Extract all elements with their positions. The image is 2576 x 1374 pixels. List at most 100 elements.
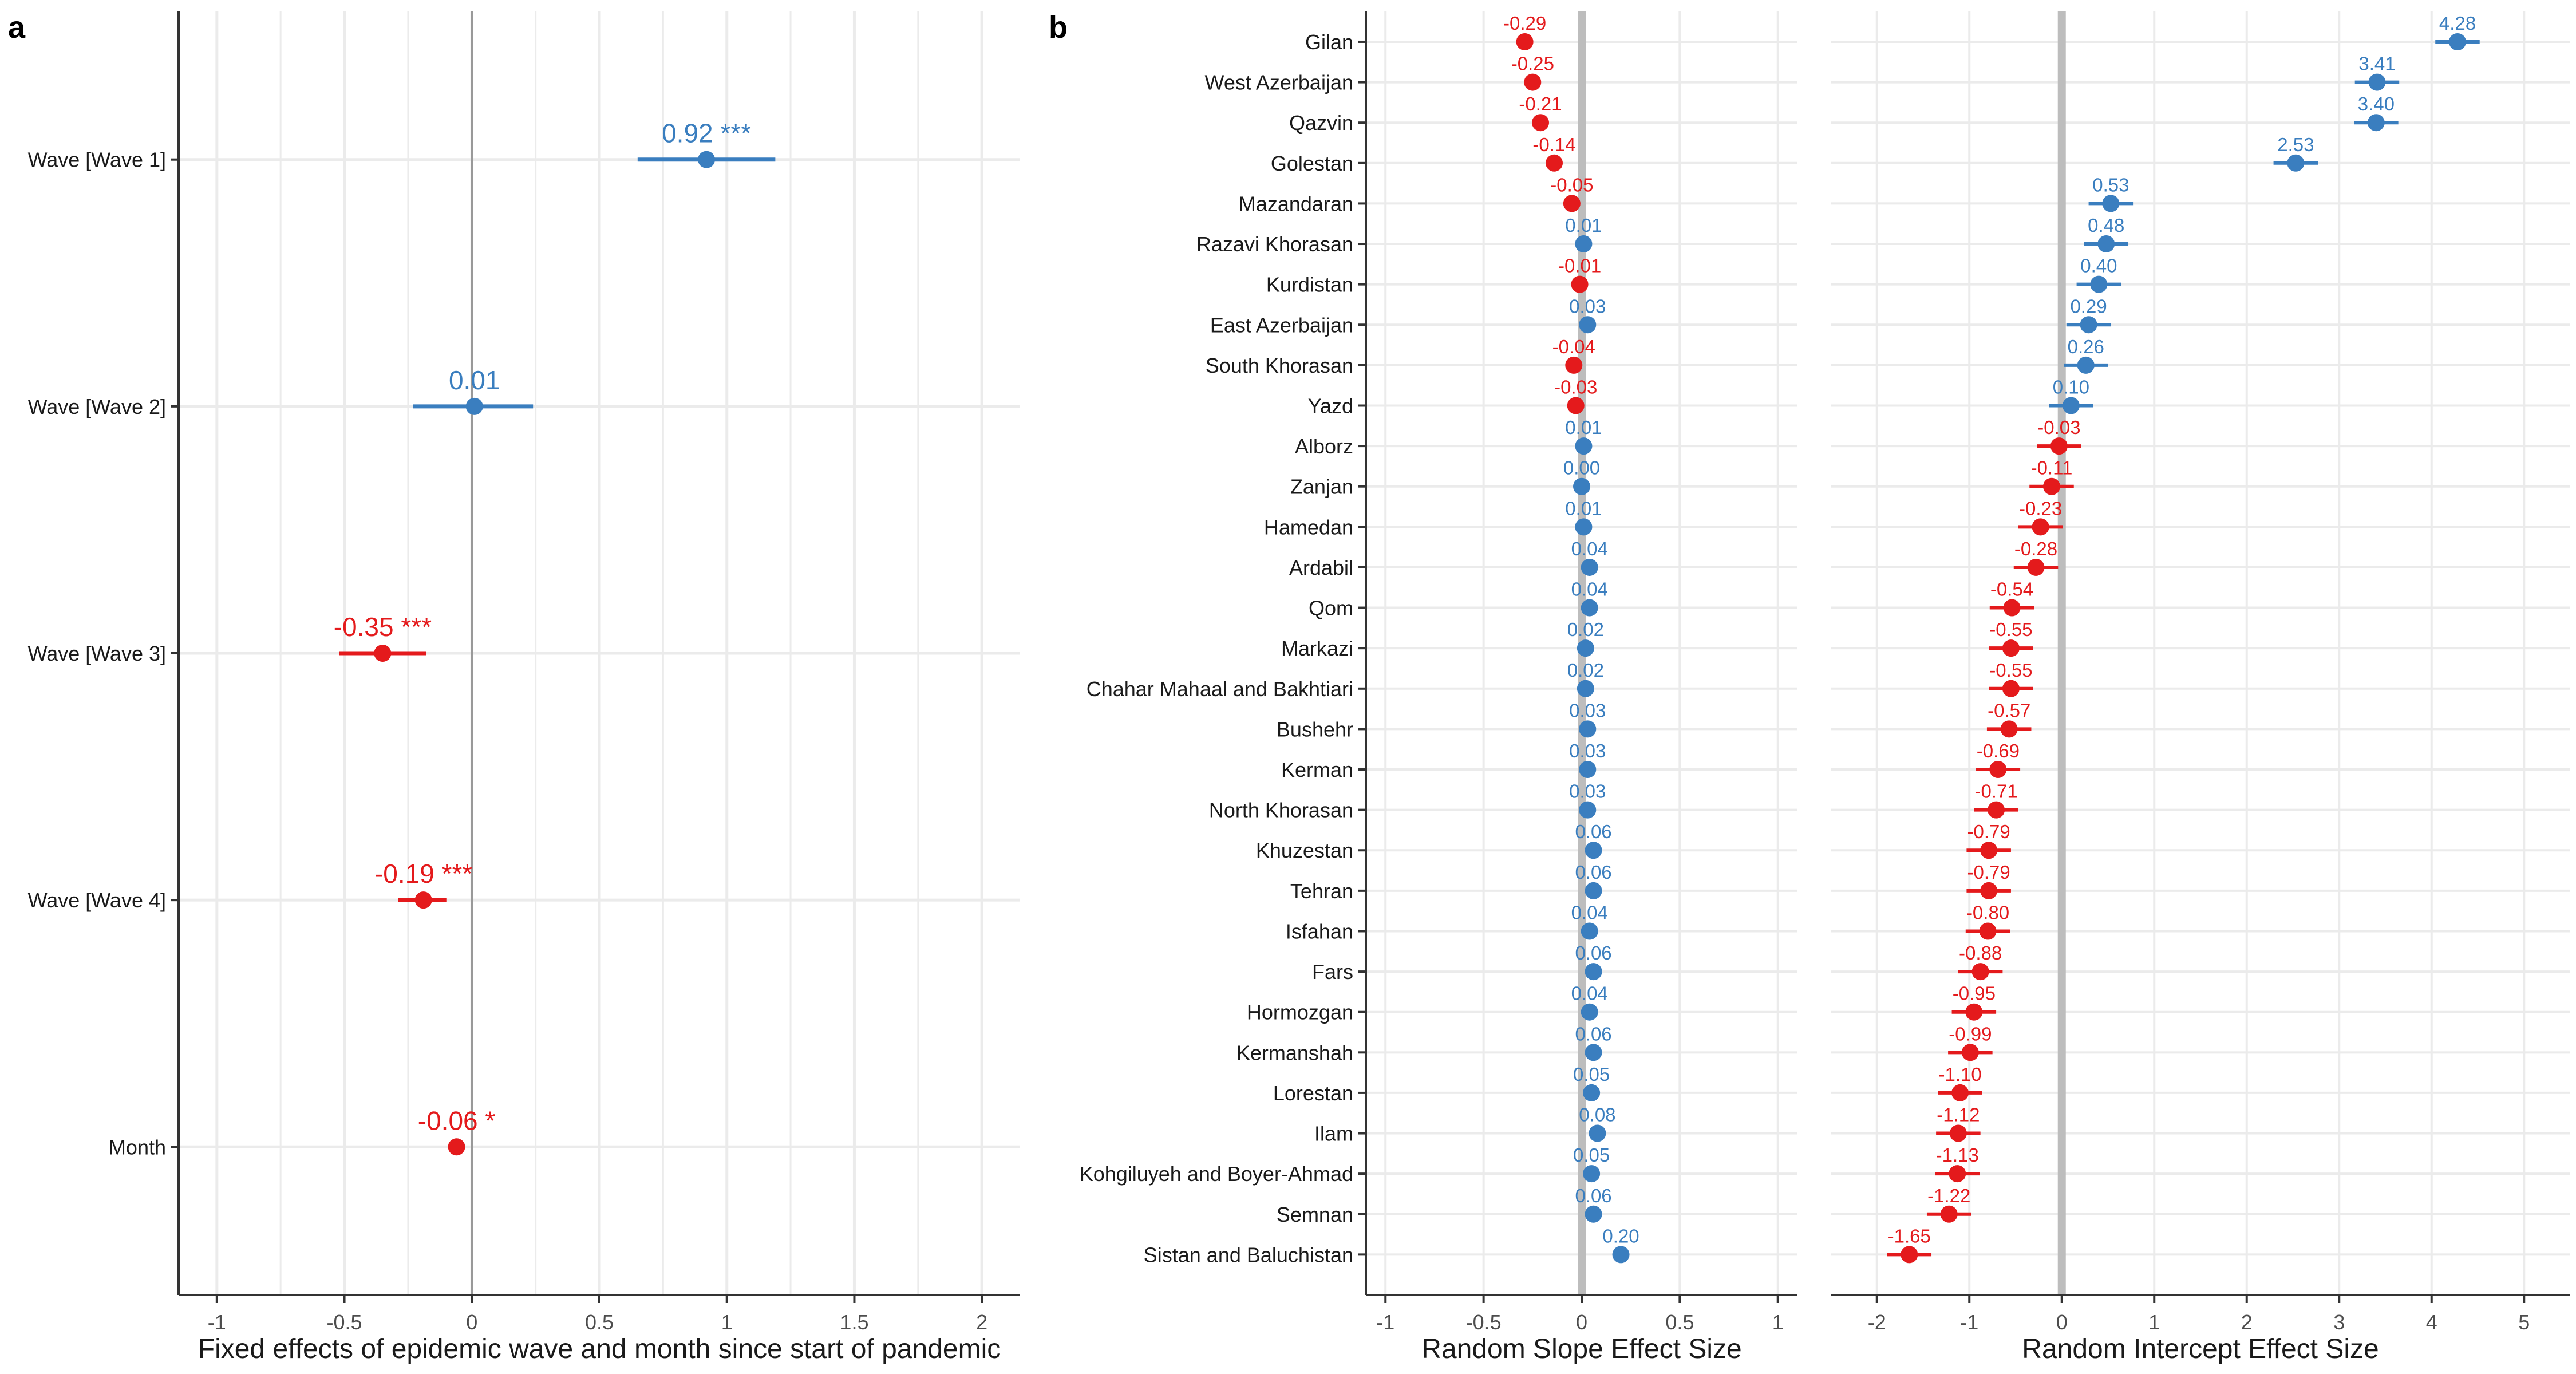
data-point: [448, 1138, 465, 1156]
x-tick-label: 0.5: [585, 1310, 614, 1334]
data-label: 0.20: [1602, 1225, 1639, 1246]
data-point: [2287, 154, 2305, 172]
data-label: -0.57: [1988, 700, 2030, 721]
data-point: [1579, 316, 1597, 334]
data-label: -0.14: [1532, 134, 1575, 155]
y-tick-label: Wave [Wave 2]: [28, 395, 166, 418]
data-label: 2.53: [2277, 134, 2314, 155]
data-point: [1571, 275, 1589, 293]
data-label: 4.28: [2439, 13, 2476, 34]
data-point: [2097, 235, 2115, 253]
data-point: [698, 151, 716, 168]
data-point: [1583, 1165, 1601, 1183]
y-tick-label: Bushehr: [1277, 717, 1353, 741]
data-label: -0.95: [1953, 983, 1996, 1004]
x-tick-label: 0: [466, 1310, 477, 1334]
data-point: [1577, 680, 1594, 697]
data-label: -0.69: [1977, 740, 2020, 761]
y-tick-label: Ardabil: [1289, 556, 1353, 579]
data-point: [1585, 963, 1602, 981]
x-tick-label: 3: [2333, 1310, 2345, 1334]
y-tick-label: East Azerbaijan: [1210, 313, 1353, 337]
y-tick-label: Kohgiluyeh and Boyer-Ahmad: [1080, 1162, 1353, 1186]
x-tick-label: 0: [2056, 1310, 2068, 1334]
data-point: [1585, 882, 1602, 899]
data-label: -1.10: [1938, 1064, 1981, 1085]
data-point: [465, 397, 483, 415]
data-label: -0.79: [1967, 862, 2010, 883]
data-label: 0.03: [1569, 781, 1606, 802]
y-tick-label: Qom: [1309, 597, 1353, 620]
data-point: [374, 645, 392, 662]
data-point: [1949, 1124, 1967, 1142]
data-point: [1532, 114, 1550, 132]
data-point: [1585, 1044, 1602, 1061]
data-label: -0.21: [1519, 93, 1562, 114]
data-label: 0.03: [1569, 295, 1606, 317]
data-label: 0.06: [1575, 862, 1611, 883]
data-point: [1581, 558, 1598, 576]
data-point: [1581, 599, 1598, 617]
data-label: -0.71: [1974, 781, 2017, 802]
data-label: 0.06: [1575, 1023, 1611, 1044]
y-tick-label: Chahar Mahaal and Bakhtiari: [1086, 677, 1353, 701]
x-tick-label: 1: [1772, 1310, 1784, 1334]
y-tick-label: West Azerbaijan: [1205, 71, 1353, 94]
data-point: [1575, 518, 1593, 536]
data-label: -0.05: [1550, 174, 1593, 195]
x-axis-title: Random Slope Effect Size: [1421, 1334, 1741, 1364]
data-label: -0.54: [1990, 579, 2033, 600]
y-tick-label: Lorestan: [1273, 1081, 1353, 1105]
data-point: [2000, 720, 2018, 738]
data-point: [1579, 801, 1597, 819]
data-point: [1524, 73, 1542, 91]
data-point: [1979, 922, 1997, 940]
data-label: 0.03: [1569, 740, 1606, 761]
data-point: [1575, 437, 1593, 455]
data-label: -0.35 ***: [334, 612, 432, 642]
x-tick-label: 1: [2148, 1310, 2160, 1334]
y-tick-label: Razavi Khorasan: [1196, 232, 1353, 256]
data-label: 0.26: [2068, 336, 2104, 357]
data-label: -0.11: [2031, 457, 2073, 479]
data-label: 0.02: [1567, 619, 1604, 640]
data-point: [1516, 33, 1534, 50]
y-tick-label: Alborz: [1295, 435, 1353, 458]
y-tick-label: Hormozgan: [1247, 1001, 1353, 1024]
data-label: -1.65: [1888, 1225, 1931, 1246]
y-tick-label: Mazandaran: [1239, 192, 1353, 215]
y-tick-label: Ilam: [1314, 1122, 1353, 1146]
data-point: [1581, 1003, 1598, 1021]
data-label: 0.10: [2053, 376, 2089, 397]
x-tick-label: 2: [976, 1310, 987, 1334]
panel-b-random-intercept: -2 -1 0 1 2 3 4 5 4.28 3.41 3.40 2.53 0.53 0.48 0.40 0.…: [1831, 11, 2570, 1364]
x-tick-label: -1: [208, 1310, 226, 1334]
data-point: [2027, 558, 2045, 576]
data-point: [2003, 599, 2021, 617]
data-point: [1575, 235, 1593, 253]
data-label: 0.01: [449, 365, 500, 395]
panel-label: a: [8, 10, 26, 45]
data-point: [1546, 154, 1563, 172]
data-label: 3.40: [2358, 93, 2395, 114]
data-point: [2032, 518, 2049, 536]
data-label: 0.06: [1575, 1185, 1611, 1206]
data-label: 0.29: [2070, 295, 2107, 317]
data-point: [2367, 114, 2385, 132]
data-label: 0.40: [2080, 255, 2117, 277]
data-label: -0.25: [1511, 53, 1554, 74]
y-tick-label: Hamedan: [1264, 515, 1353, 539]
y-tick-label: Kermanshah: [1236, 1041, 1353, 1064]
x-tick-label: 1.5: [840, 1310, 868, 1334]
y-tick-label: Kurdistan: [1266, 273, 1353, 297]
data-label: -0.03: [2037, 417, 2080, 438]
y-tick-label: Tehran: [1290, 879, 1353, 903]
data-label: -0.03: [1554, 376, 1597, 397]
data-point: [2062, 397, 2080, 414]
x-axis-title: Random Intercept Effect Size: [2022, 1334, 2379, 1364]
data-point: [1988, 801, 2005, 819]
data-point: [1583, 1084, 1601, 1101]
data-point: [1589, 1124, 1606, 1142]
data-point: [2077, 356, 2095, 374]
data-label: 0.01: [1565, 215, 1602, 236]
